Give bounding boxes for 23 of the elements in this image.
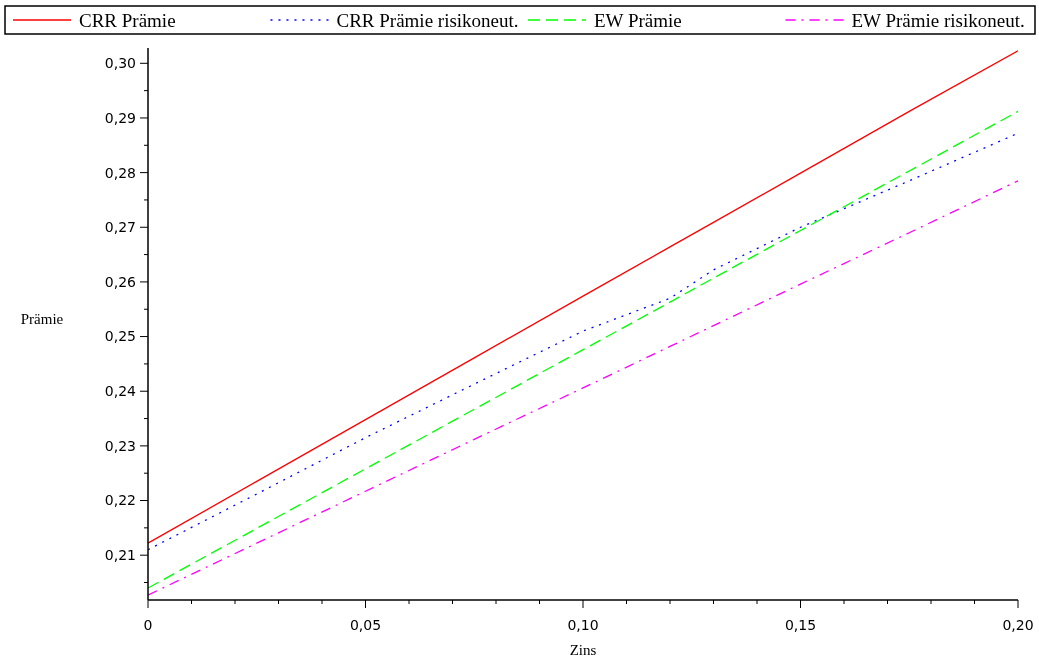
x-tick-label: 0,05 xyxy=(349,617,382,633)
x-tick-label: 0,20 xyxy=(1002,617,1034,633)
y-tick-label: 0,21 xyxy=(104,547,136,564)
y-tick-label: 0,23 xyxy=(104,437,136,454)
y-tick-label: 0,25 xyxy=(104,328,136,345)
line-series xyxy=(147,50,1019,544)
y-tick-label: 0,24 xyxy=(104,383,137,400)
legend-label: CRR Prämie risikoneut. xyxy=(336,9,519,31)
y-tick-label: 0,22 xyxy=(104,492,136,509)
x-tick-label: 0,10 xyxy=(567,617,599,633)
y-tick-label: 0,27 xyxy=(104,219,136,236)
y-tick-label: 0,30 xyxy=(104,55,136,72)
line-series xyxy=(147,180,1019,596)
y-tick-label: 0,26 xyxy=(104,273,137,290)
legend-label: EW Prämie risikoneut. xyxy=(851,9,1025,31)
legend-label: CRR Prämie xyxy=(79,9,176,31)
x-tick-label: 0,15 xyxy=(784,617,817,633)
x-axis-title: Zins xyxy=(569,642,597,658)
y-tick-label: 0,28 xyxy=(104,164,136,181)
y-axis-title: Prämie xyxy=(20,311,64,327)
y-tick-label: 0,29 xyxy=(104,109,136,126)
x-tick-label: 0 xyxy=(143,617,153,633)
legend-label: EW Prämie xyxy=(594,9,682,31)
